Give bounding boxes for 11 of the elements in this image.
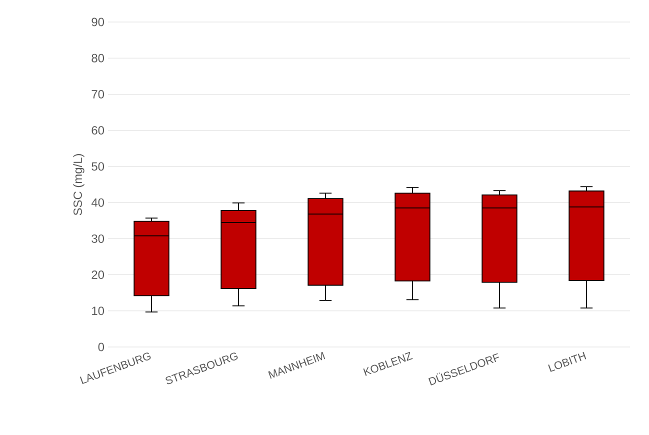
y-tick-label: 80 xyxy=(92,54,104,62)
y-tick-label: 50 xyxy=(92,162,104,171)
y-tick-label: 20 xyxy=(92,270,104,279)
y-tick-label: 40 xyxy=(91,198,104,207)
y-tick-label: 60 xyxy=(92,126,104,135)
y-tick-label: 70 xyxy=(92,90,104,98)
y-tick-label: 10 xyxy=(92,306,104,316)
y-axis-title: SSC (mg/L) xyxy=(73,154,84,216)
y-tick-label: 0 xyxy=(98,342,104,352)
y-tick-label: 90 xyxy=(92,18,104,26)
y-tick-label: 30 xyxy=(92,234,104,243)
